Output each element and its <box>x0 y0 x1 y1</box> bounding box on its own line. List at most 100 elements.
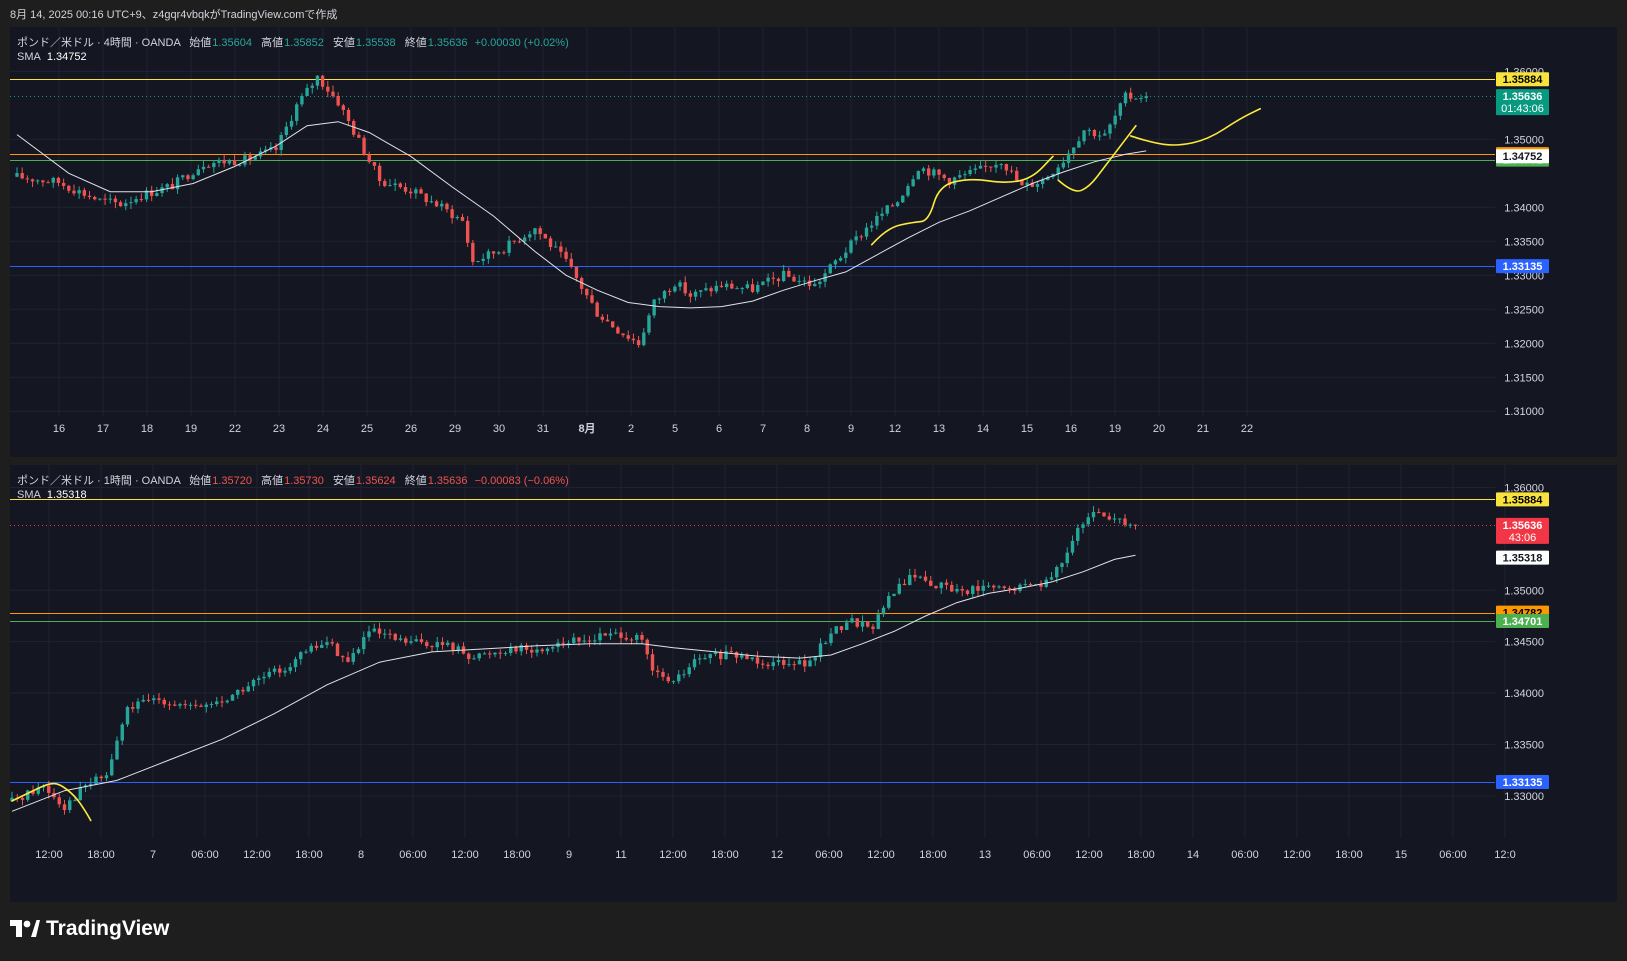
candle-down[interactable] <box>734 651 739 664</box>
candle-up[interactable] <box>761 281 765 286</box>
candle-down[interactable] <box>666 673 670 684</box>
candle-down[interactable] <box>989 166 993 173</box>
candle-down[interactable] <box>61 178 66 190</box>
candle-up[interactable] <box>477 652 481 661</box>
candle-up[interactable] <box>1118 518 1122 524</box>
candle-up[interactable] <box>191 173 195 181</box>
candle-down[interactable] <box>548 236 553 251</box>
candle-up[interactable] <box>897 578 901 595</box>
candle-down[interactable] <box>1002 585 1006 591</box>
sma-legend-4h[interactable]: SMA 1.34752 <box>17 51 87 63</box>
candle-up[interactable] <box>115 736 119 761</box>
candle-up[interactable] <box>356 646 361 655</box>
candle-up[interactable] <box>1077 136 1081 148</box>
candle-up[interactable] <box>89 777 93 790</box>
candle-down[interactable] <box>149 185 154 202</box>
candle-down[interactable] <box>157 693 161 704</box>
candle-down[interactable] <box>41 179 45 187</box>
candle-up[interactable] <box>781 264 786 283</box>
candle-up[interactable] <box>217 157 221 168</box>
candle-down[interactable] <box>1028 582 1033 587</box>
candle-up[interactable] <box>813 656 817 666</box>
candle-up[interactable] <box>144 187 149 203</box>
candle-up[interactable] <box>1128 523 1132 529</box>
candle-up[interactable] <box>225 699 229 704</box>
candle-down[interactable] <box>425 639 429 649</box>
candle-up[interactable] <box>440 200 444 211</box>
drawing-early-curve[interactable] <box>11 782 92 822</box>
candle-down[interactable] <box>471 239 475 266</box>
candle-down[interactable] <box>579 276 584 295</box>
candle-down[interactable] <box>320 74 325 90</box>
candle-up[interactable] <box>393 178 397 192</box>
candle-up[interactable] <box>704 282 708 292</box>
candle-down[interactable] <box>220 696 224 708</box>
candle-down[interactable] <box>992 584 996 592</box>
candle-down[interactable] <box>645 638 649 660</box>
candle-up[interactable] <box>582 634 586 645</box>
candle-up[interactable] <box>677 669 681 684</box>
candle-up[interactable] <box>845 619 849 631</box>
candle-down[interactable] <box>488 650 492 659</box>
candle-down[interactable] <box>960 585 964 597</box>
candle-down[interactable] <box>93 195 97 201</box>
candle-up[interactable] <box>797 655 802 665</box>
candle-down[interactable] <box>569 252 573 269</box>
candle-up[interactable] <box>968 165 972 177</box>
candle-down[interactable] <box>524 642 529 655</box>
candle-up[interactable] <box>635 632 639 645</box>
candle-up[interactable] <box>1040 177 1045 189</box>
candle-down[interactable] <box>937 168 941 181</box>
candle-up[interactable] <box>305 83 309 97</box>
candle-up[interactable] <box>908 568 912 586</box>
candle-down[interactable] <box>408 188 413 199</box>
candle-down[interactable] <box>603 632 607 636</box>
candle-down[interactable] <box>326 80 330 98</box>
candle-up[interactable] <box>614 628 618 635</box>
candle-down[interactable] <box>585 288 589 300</box>
candle-down[interactable] <box>683 276 687 297</box>
candle-up[interactable] <box>876 609 880 630</box>
candle-up[interactable] <box>875 211 879 230</box>
candle-down[interactable] <box>118 200 123 208</box>
candle-down[interactable] <box>590 289 594 304</box>
candle-up[interactable] <box>267 667 271 679</box>
candle-down[interactable] <box>162 697 166 708</box>
candle-down[interactable] <box>336 92 340 107</box>
candle-down[interactable] <box>241 687 245 695</box>
candle-down[interactable] <box>667 288 672 296</box>
candle-up[interactable] <box>104 771 109 781</box>
candle-up[interactable] <box>829 628 833 646</box>
candle-down[interactable] <box>146 693 151 703</box>
candle-up[interactable] <box>818 278 822 289</box>
candle-up[interactable] <box>997 584 1001 589</box>
candle-up[interactable] <box>178 702 182 709</box>
candle-up[interactable] <box>1066 149 1071 168</box>
candle-up[interactable] <box>509 642 513 656</box>
candle-up[interactable] <box>196 164 200 176</box>
candle-down[interactable] <box>755 651 760 669</box>
candle-up[interactable] <box>870 220 874 232</box>
candle-down[interactable] <box>626 330 630 342</box>
candle-up[interactable] <box>152 695 156 705</box>
candle-up[interactable] <box>300 93 304 107</box>
candle-up[interactable] <box>253 154 257 161</box>
candle-up[interactable] <box>77 186 81 199</box>
candle-down[interactable] <box>430 645 434 652</box>
candle-up[interactable] <box>1086 512 1090 527</box>
candle-up[interactable] <box>850 614 854 624</box>
candle-down[interactable] <box>540 647 544 654</box>
candle-down[interactable] <box>1097 508 1101 514</box>
candle-up[interactable] <box>383 628 387 639</box>
candle-up[interactable] <box>682 669 686 679</box>
candle-up[interactable] <box>833 259 838 269</box>
candle-up[interactable] <box>687 663 691 678</box>
candle-up[interactable] <box>824 641 828 645</box>
candle-down[interactable] <box>404 636 408 646</box>
candle-up[interactable] <box>986 582 991 589</box>
candle-up[interactable] <box>916 170 921 180</box>
drawing-rise-curve-2[interactable] <box>1057 124 1137 192</box>
candle-up[interactable] <box>1049 571 1054 581</box>
candle-up[interactable] <box>1070 535 1075 556</box>
candle-up[interactable] <box>315 75 320 90</box>
